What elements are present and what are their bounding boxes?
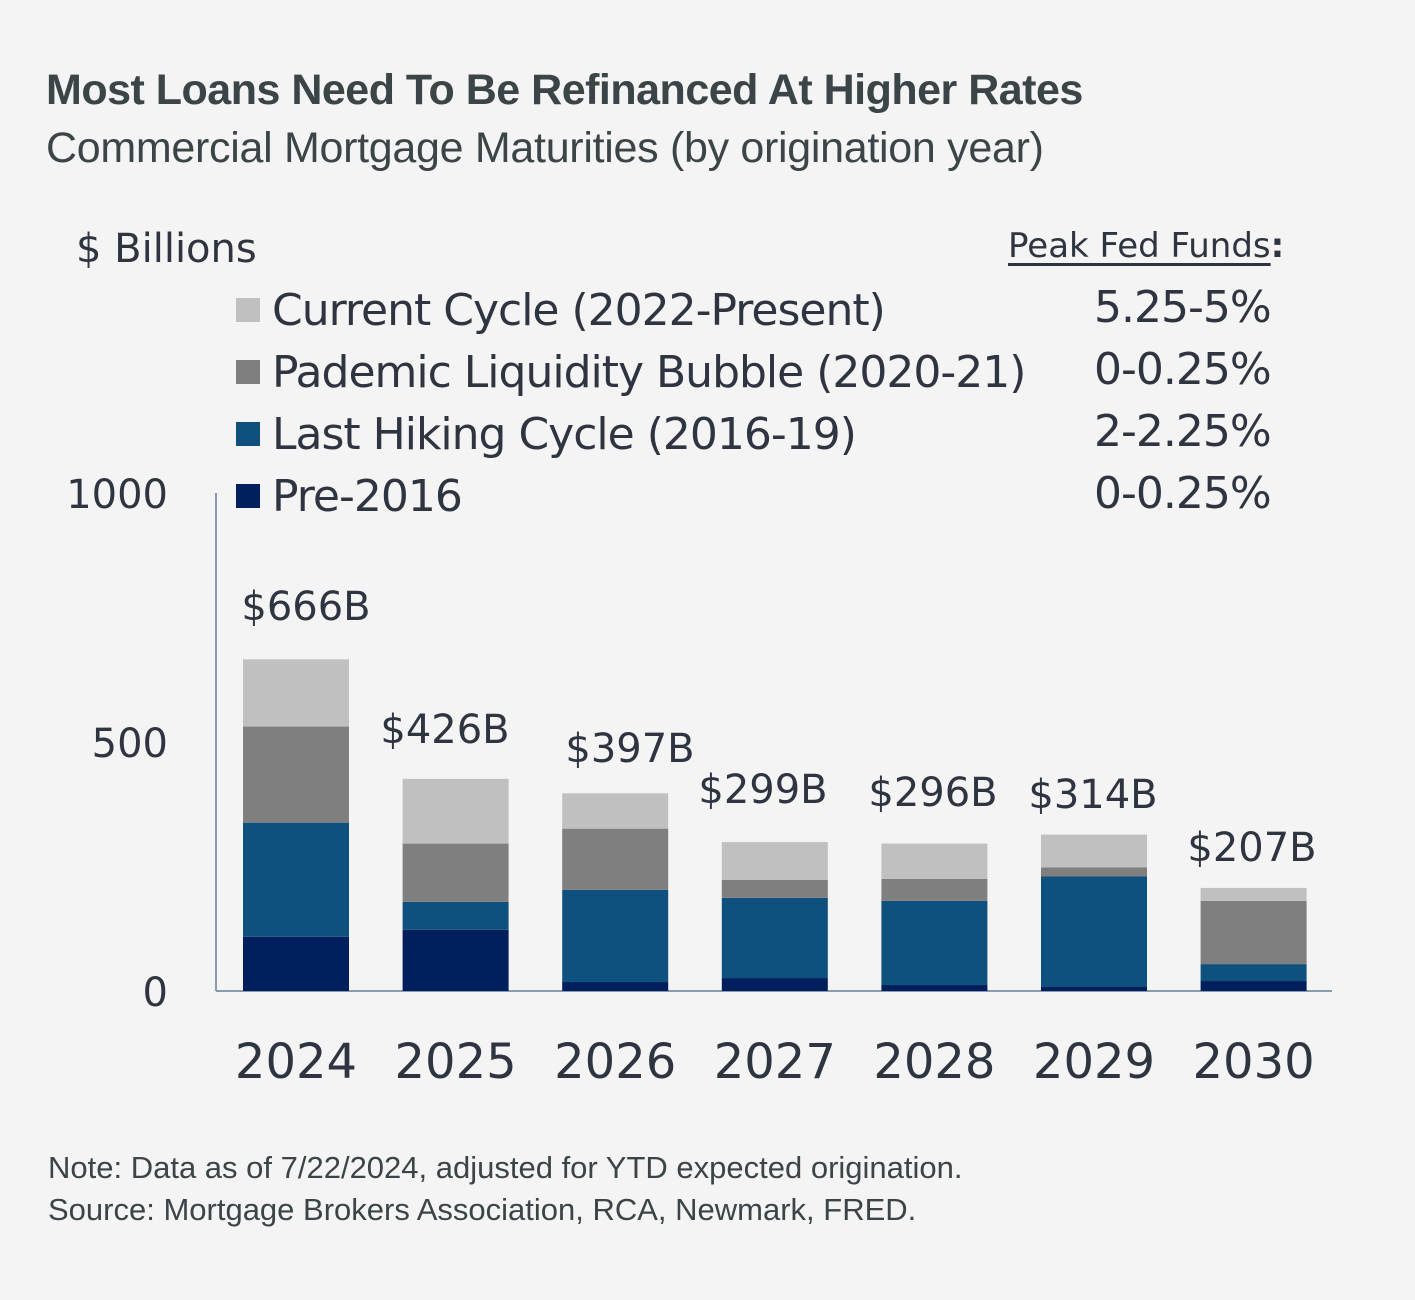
bar-total-label: $426B	[380, 707, 509, 753]
bar-segment	[1041, 834, 1147, 868]
bar-segment	[1041, 987, 1147, 991]
x-tick-label: 2027	[714, 1034, 836, 1090]
legend-label: Last Hiking Cycle (2016-19)	[272, 408, 857, 460]
bar-segment	[402, 778, 509, 844]
bar-segment	[243, 822, 349, 937]
peak-fed-funds-label: Peak Fed Funds	[1008, 226, 1271, 266]
y-tick-label: 500	[92, 721, 168, 767]
legend-item: Current Cycle (2022-Present)	[236, 280, 886, 340]
x-tick-label: 2024	[235, 1034, 357, 1090]
x-tick-label: 2026	[554, 1034, 676, 1090]
bar-segment	[721, 897, 828, 979]
bar-segment	[721, 879, 828, 898]
bar-total-label: $666B	[241, 584, 370, 630]
footer-note: Note: Data as of 7/22/2024, adjusted for…	[48, 1150, 963, 1185]
bar-segment	[881, 843, 988, 879]
bar-total-label: $314B	[1028, 772, 1157, 818]
x-tick-label: 2028	[873, 1034, 995, 1090]
x-tick-label: 2030	[1193, 1034, 1315, 1090]
bar-total-label: $207B	[1187, 825, 1316, 871]
legend-swatch	[236, 422, 260, 446]
peak-fed-funds-value: 0-0.25%	[1094, 468, 1272, 519]
bar-segment	[881, 878, 988, 901]
legend-label: Pre-2016	[272, 470, 463, 522]
bar-total-label: $296B	[868, 770, 997, 816]
legend-item: Last Hiking Cycle (2016-19)	[236, 404, 857, 464]
bar-segment	[1200, 981, 1307, 991]
y-tick-label: 0	[143, 970, 168, 1016]
y-axis-label: $ Billions	[76, 226, 257, 272]
bar-segment	[402, 901, 509, 930]
bar-segment	[562, 828, 669, 890]
legend-swatch	[236, 484, 260, 508]
peak-fed-funds-heading: Peak Fed Funds:	[1008, 226, 1284, 266]
bar-segment	[243, 936, 349, 991]
peak-fed-funds-colon: :	[1270, 226, 1285, 266]
peak-fed-funds-value: 2-2.25%	[1094, 406, 1272, 457]
bar-segment	[1041, 876, 1147, 988]
bar-segment	[881, 985, 988, 991]
y-tick-label: 1000	[66, 472, 168, 518]
peak-fed-funds-value: 5.25-5%	[1094, 282, 1272, 333]
peak-fed-funds-value: 0-0.25%	[1094, 344, 1272, 395]
bar-segment	[243, 659, 349, 727]
x-tick-label: 2025	[395, 1034, 517, 1090]
legend-label: Current Cycle (2022-Present)	[272, 284, 886, 336]
x-tick-label: 2029	[1033, 1034, 1155, 1090]
bar-segment	[1200, 964, 1307, 982]
bar-segment	[562, 793, 669, 829]
bar-segment	[562, 982, 669, 991]
bar-segment	[881, 900, 988, 986]
bar-total-label: $299B	[698, 767, 827, 813]
bar-segment	[1200, 887, 1307, 901]
legend-swatch	[236, 360, 260, 384]
bar-segment	[402, 843, 509, 902]
bar-segment	[562, 889, 669, 983]
chart-title: Most Loans Need To Be Refinanced At High…	[46, 66, 1083, 114]
legend-label: Pademic Liquidity Bubble (2020-21)	[272, 346, 1026, 398]
footer-source: Source: Mortgage Brokers Association, RC…	[48, 1192, 917, 1227]
bar-segment	[1200, 900, 1307, 965]
legend-swatch	[236, 298, 260, 322]
legend-item: Pre-2016	[236, 466, 463, 526]
bar-total-label: $397B	[565, 726, 694, 772]
bar-segment	[721, 842, 828, 880]
bar-segment	[721, 978, 828, 991]
bar-segment	[1041, 867, 1147, 877]
legend-item: Pademic Liquidity Bubble (2020-21)	[236, 342, 1026, 402]
bar-segment	[243, 726, 349, 823]
bar-segment	[402, 929, 509, 991]
chart-subtitle: Commercial Mortgage Maturities (by origi…	[46, 124, 1044, 172]
